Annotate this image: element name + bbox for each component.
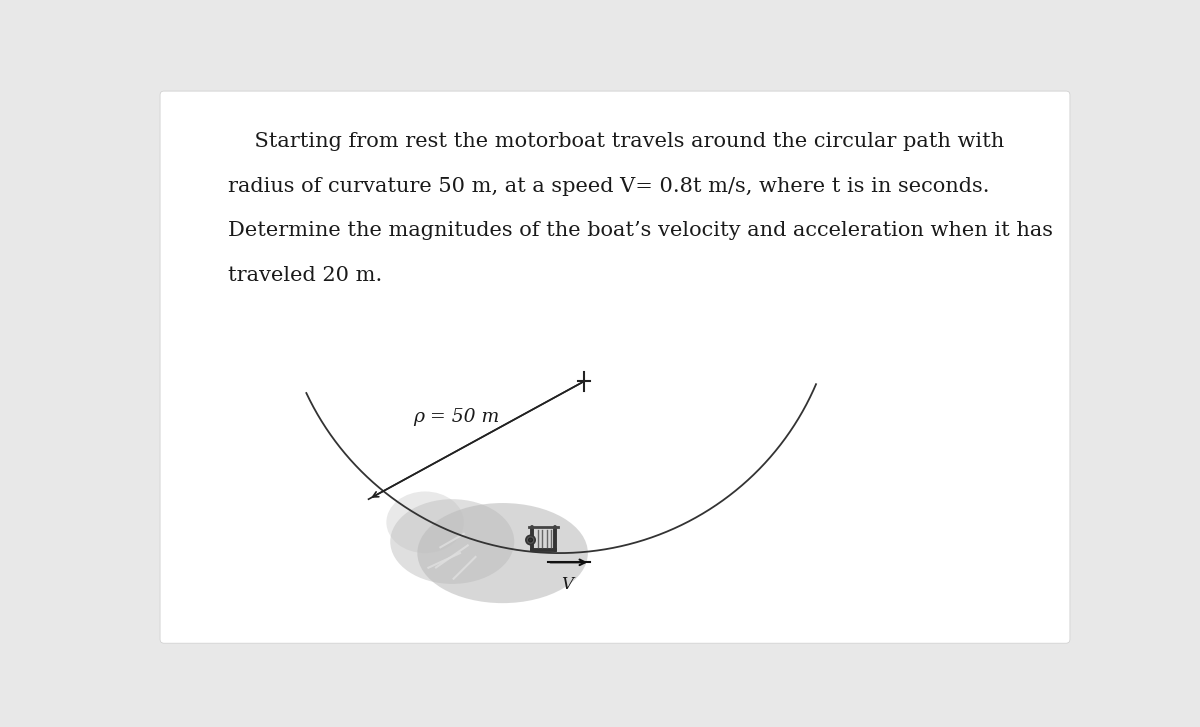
Text: Starting from rest the motorboat travels around the circular path with: Starting from rest the motorboat travels… (228, 132, 1003, 151)
Text: traveled 20 m.: traveled 20 m. (228, 266, 382, 285)
Ellipse shape (390, 499, 515, 584)
Text: radius of curvature 50 m, at a speed V= 0.8t m/s, where t is in seconds.: radius of curvature 50 m, at a speed V= … (228, 177, 989, 196)
Circle shape (528, 538, 533, 542)
Text: ρ = 50 m: ρ = 50 m (414, 408, 499, 426)
Ellipse shape (418, 503, 588, 603)
Text: Determine the magnitudes of the boat’s velocity and acceleration when it has: Determine the magnitudes of the boat’s v… (228, 221, 1052, 240)
FancyBboxPatch shape (160, 91, 1070, 643)
Text: V: V (560, 577, 572, 593)
Ellipse shape (386, 491, 464, 553)
Circle shape (526, 535, 535, 545)
